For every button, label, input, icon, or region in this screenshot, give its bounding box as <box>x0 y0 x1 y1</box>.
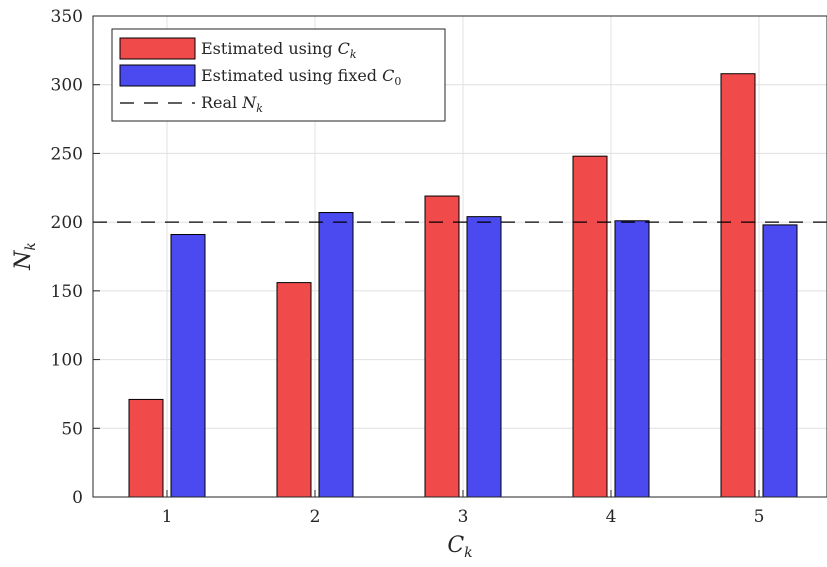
y-tick-label: 200 <box>51 213 83 233</box>
x-tick-label: 3 <box>458 507 469 527</box>
y-tick-label: 100 <box>51 351 83 371</box>
legend-label-real-nk: Real Nk <box>201 93 263 115</box>
plot-frame <box>92 15 827 498</box>
x-tick-label: 4 <box>606 507 617 527</box>
bar-estimated-fixed-c0 <box>170 234 206 498</box>
legend-swatch-estimated-fixed-c0 <box>119 64 196 87</box>
bar-estimated-ck <box>572 155 608 498</box>
bar-estimated-ck <box>720 73 756 498</box>
y-tick-label: 300 <box>51 76 83 96</box>
legend-label-estimated-fixed-c0: Estimated using fixed C0 <box>201 66 401 88</box>
svg-text:Nk: Nk <box>11 242 39 271</box>
bar-estimated-ck <box>424 195 460 498</box>
x-axis-label-sub: k <box>464 545 472 561</box>
y-tick-label: 150 <box>51 282 83 302</box>
svg-text:Ck: Ck <box>447 533 472 561</box>
bar-estimated-ck <box>276 282 312 498</box>
y-axis-label-main: N <box>11 250 36 271</box>
x-axis-title: Ck <box>447 533 472 561</box>
bar-estimated-fixed-c0 <box>318 212 354 498</box>
axis-ticks: 0 50 100 150 200 250 300 350 1 2 3 4 5 <box>51 7 765 527</box>
x-axis-label-main: C <box>447 533 464 558</box>
legend-label-estimated-ck: Estimated using Ck <box>201 39 357 61</box>
legend: Estimated using Ck Estimated using fixed… <box>111 28 446 122</box>
y-tick-label: 250 <box>51 144 83 164</box>
x-tick-label: 5 <box>754 507 765 527</box>
bar-estimated-ck <box>128 398 164 498</box>
x-tick-label: 2 <box>310 507 321 527</box>
y-tick-label: 50 <box>61 419 83 439</box>
bar-estimated-fixed-c0 <box>762 224 798 498</box>
y-tick-label: 0 <box>72 488 83 508</box>
y-axis-title: Nk <box>11 242 39 271</box>
y-axis-label-sub: k <box>23 242 39 250</box>
y-tick-label: 350 <box>51 7 83 27</box>
bar-estimated-fixed-c0 <box>466 216 502 498</box>
bar-estimated-fixed-c0 <box>614 220 650 498</box>
legend-swatch-estimated-ck <box>119 37 196 60</box>
x-tick-label: 1 <box>162 507 173 527</box>
bars <box>128 73 798 498</box>
